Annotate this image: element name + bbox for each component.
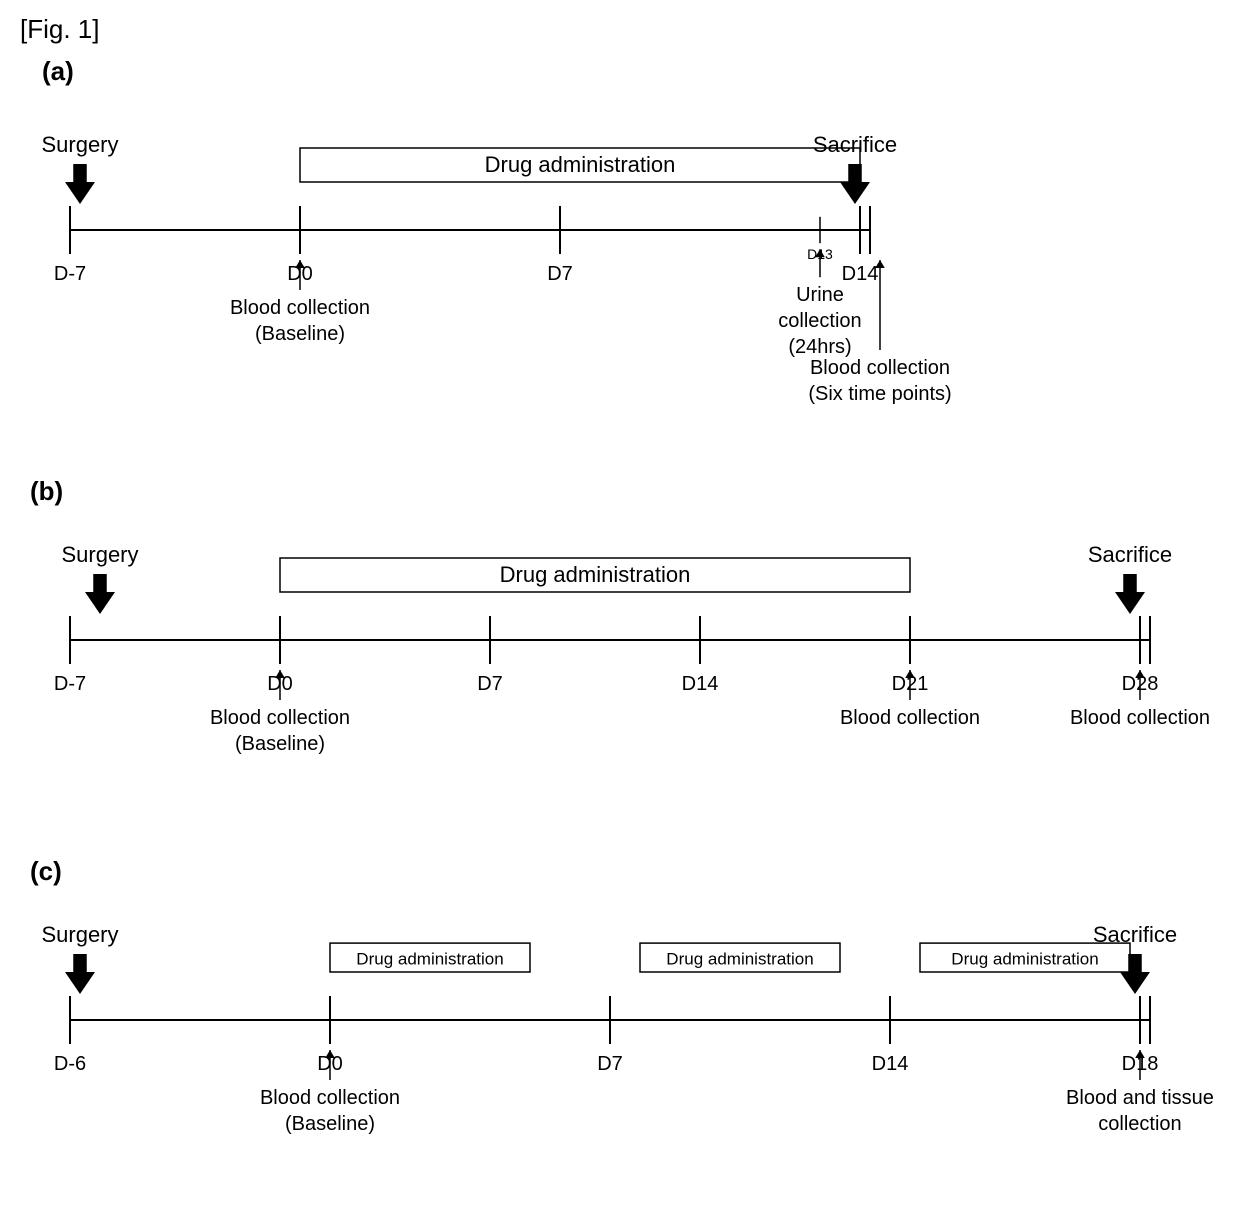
- annotation-text: (Baseline): [255, 323, 345, 345]
- annotation-text: Blood and tissue: [1066, 1087, 1214, 1109]
- annotation-text: Urine: [796, 284, 844, 306]
- annotation-text: Blood collection: [810, 357, 950, 379]
- annotation-text: (24hrs): [788, 336, 851, 358]
- figure-label: [Fig. 1]: [20, 14, 99, 44]
- annotation-text: (Six time points): [808, 383, 951, 405]
- tick-label: D-7: [54, 673, 86, 695]
- panel-a: (a)D-7D0D7D13D14Drug administrationSurge…: [41, 56, 951, 405]
- panel-label-a: (a): [42, 56, 74, 86]
- tick-label: D-6: [54, 1053, 86, 1075]
- figure-svg: [Fig. 1](a)D-7D0D7D13D14Drug administrat…: [0, 0, 1240, 1228]
- tick-label: D14: [682, 673, 719, 695]
- annotation-text: collection: [1098, 1113, 1181, 1135]
- event-arrow-icon: [65, 164, 95, 204]
- drug-admin-label: Drug administration: [951, 950, 1098, 969]
- tick-label: D-7: [54, 263, 86, 285]
- drug-admin-label: Drug administration: [356, 950, 503, 969]
- tick-label: D7: [597, 1053, 623, 1075]
- event-arrow-icon: [65, 954, 95, 994]
- tick-label: D14: [872, 1053, 909, 1075]
- panel-b: (b)D-7D0D7D14D21D28Drug administrationSu…: [30, 476, 1210, 755]
- event-label: Surgery: [41, 132, 118, 157]
- tick-label: D7: [547, 263, 573, 285]
- annotation-text: Blood collection: [230, 297, 370, 319]
- annotation-text: Blood collection: [260, 1087, 400, 1109]
- event-label: Surgery: [41, 922, 118, 947]
- event-label: Surgery: [61, 542, 138, 567]
- tick-label: D7: [477, 673, 503, 695]
- tick-label: D14: [842, 263, 879, 285]
- panel-label-c: (c): [30, 856, 62, 886]
- annotation-text: Blood collection: [840, 707, 980, 729]
- annotation-text: Blood collection: [210, 707, 350, 729]
- drug-admin-label: Drug administration: [500, 562, 691, 587]
- drug-admin-label: Drug administration: [666, 950, 813, 969]
- panel-label-b: (b): [30, 476, 63, 506]
- drug-admin-label: Drug administration: [485, 152, 676, 177]
- event-label: Sacrifice: [1088, 542, 1172, 567]
- annotation-text: collection: [778, 310, 861, 332]
- event-arrow-icon: [85, 574, 115, 614]
- event-arrow-icon: [1115, 574, 1145, 614]
- annotation-text: Blood collection: [1070, 707, 1210, 729]
- annotation-text: (Baseline): [285, 1113, 375, 1135]
- event-label: Sacrifice: [813, 132, 897, 157]
- panel-c: (c)D-6D0D7D14D18Drug administrationDrug …: [30, 856, 1214, 1135]
- annotation-text: (Baseline): [235, 733, 325, 755]
- event-label: Sacrifice: [1093, 922, 1177, 947]
